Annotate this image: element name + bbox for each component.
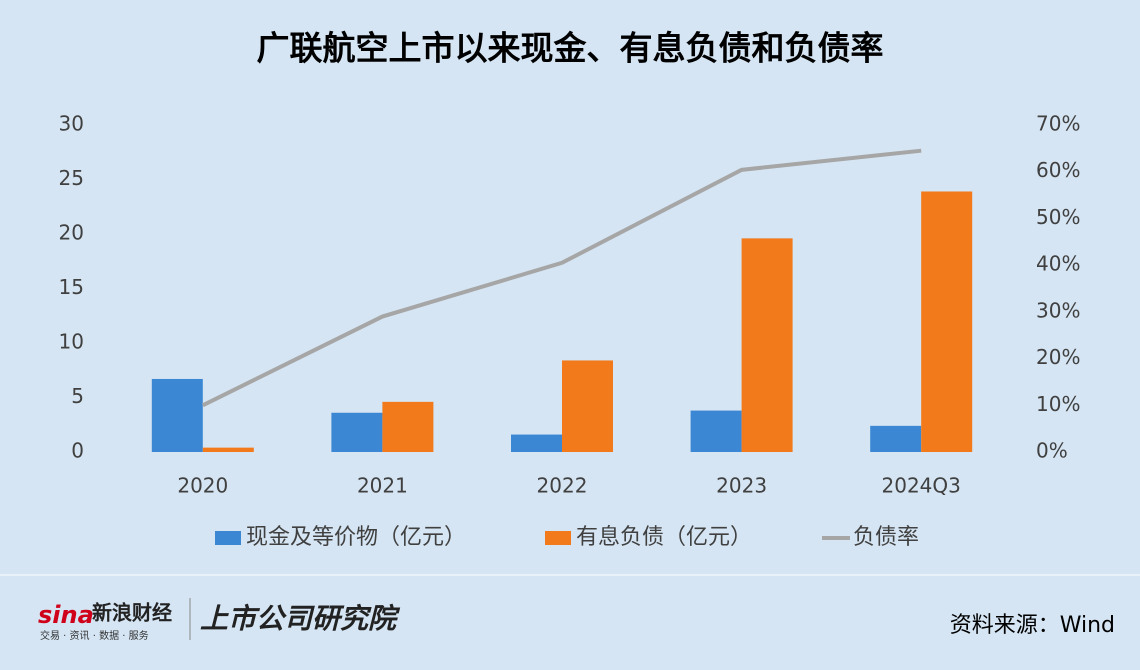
bar xyxy=(331,412,383,452)
bar xyxy=(511,434,562,452)
bar xyxy=(382,401,434,452)
y-tick-label: 15 xyxy=(59,275,84,299)
x-tick-label: 2021 xyxy=(357,474,408,498)
y-tick-label: 5 xyxy=(71,384,84,408)
legend-label: 负债率 xyxy=(853,525,919,550)
bar xyxy=(562,360,613,452)
bar xyxy=(921,191,973,453)
footer-tagline: 交易 · 资讯 · 数据 · 服务 xyxy=(40,629,149,642)
y2-tick-label: 60% xyxy=(1036,158,1080,182)
bar xyxy=(870,425,922,452)
bar xyxy=(741,238,793,452)
y2-tick-label: 70% xyxy=(1036,112,1080,136)
footer-institute: 上市公司研究院 xyxy=(200,602,401,635)
line-series xyxy=(201,148,922,408)
y-tick-label: 20 xyxy=(59,221,84,245)
y2-tick-label: 40% xyxy=(1036,252,1080,276)
y2-tick-label: 20% xyxy=(1036,345,1080,369)
legend-label: 现金及等价物（亿元） xyxy=(246,525,466,550)
y2-tick-label: 50% xyxy=(1036,205,1080,229)
x-tick-label: 2023 xyxy=(716,474,767,498)
bar xyxy=(202,447,254,452)
x-tick-label: 2024Q3 xyxy=(882,474,961,498)
chart-title: 广联航空上市以来现金、有息负债和负债率 xyxy=(257,29,884,68)
footer-brand: 新浪财经 xyxy=(92,601,172,625)
y2-tick-label: 30% xyxy=(1036,298,1080,322)
x-tick-label: 2022 xyxy=(537,474,588,498)
y2-tick-label: 10% xyxy=(1036,392,1080,416)
bar xyxy=(151,378,203,452)
legend-swatch xyxy=(545,531,571,545)
y-tick-label: 30 xyxy=(59,112,84,136)
y2-tick-label: 0% xyxy=(1036,439,1068,463)
x-tick-label: 2020 xyxy=(177,474,228,498)
y-tick-label: 0 xyxy=(71,439,84,463)
y-tick-label: 25 xyxy=(59,166,84,190)
bar xyxy=(690,410,742,452)
legend-label: 有息负债（亿元） xyxy=(576,525,752,550)
footer-logo: sina xyxy=(38,601,94,629)
legend-swatch xyxy=(215,531,241,545)
y-tick-label: 10 xyxy=(59,330,84,354)
source-note: 资料来源：Wind xyxy=(950,613,1115,638)
